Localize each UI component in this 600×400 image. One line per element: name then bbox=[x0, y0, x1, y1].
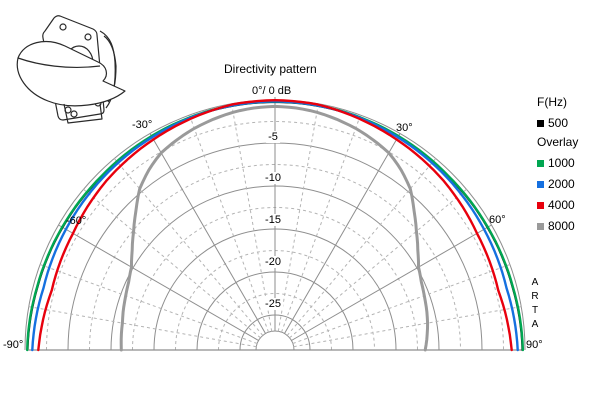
legend-item-500: 500 bbox=[537, 116, 568, 130]
apex-angle-label: 0°/ 0 dB bbox=[252, 85, 292, 97]
legend-item-2000: 2000 bbox=[537, 177, 575, 191]
db-label-15: -15 bbox=[263, 214, 283, 226]
db-label-10: -10 bbox=[263, 172, 283, 184]
watermark-letter: R bbox=[531, 291, 539, 302]
legend-item-1000: 1000 bbox=[537, 156, 575, 170]
angle-label-m90: -90° bbox=[3, 339, 24, 351]
watermark-letter: A bbox=[531, 277, 539, 288]
legend-label-8000: 8000 bbox=[548, 219, 575, 233]
arta-watermark: A R T A bbox=[528, 276, 542, 332]
legend-swatch-2000 bbox=[537, 180, 544, 188]
speaker-illustration bbox=[16, 15, 126, 124]
legend-label-4000: 4000 bbox=[548, 198, 575, 212]
db-label-5: -5 bbox=[266, 131, 280, 143]
angle-label-p90: 90° bbox=[526, 339, 543, 351]
angle-label-p30: 30° bbox=[396, 122, 413, 134]
angle-label-m30: -30° bbox=[132, 119, 153, 131]
legend-swatch-500 bbox=[537, 119, 544, 127]
angle-label-p60: 60° bbox=[489, 214, 506, 226]
legend-item-8000: 8000 bbox=[537, 219, 575, 233]
legend-overlay-header: Overlay bbox=[537, 135, 579, 149]
legend-label-500: 500 bbox=[548, 116, 569, 130]
legend-swatch-1000 bbox=[537, 159, 544, 167]
angle-label-m60: -60° bbox=[66, 215, 87, 227]
legend-label-1000: 1000 bbox=[548, 156, 575, 170]
chart-title: Directivity pattern bbox=[224, 62, 317, 76]
legend-label-2000: 2000 bbox=[548, 177, 575, 191]
db-label-20: -20 bbox=[263, 256, 283, 268]
watermark-letter: T bbox=[531, 305, 539, 316]
legend-swatch-8000 bbox=[537, 222, 544, 230]
legend-frequency-header: F(Hz) bbox=[537, 95, 567, 109]
watermark-letter: A bbox=[531, 319, 539, 330]
legend-item-4000: 4000 bbox=[537, 198, 575, 212]
legend-swatch-4000 bbox=[537, 201, 544, 209]
db-label-25: -25 bbox=[263, 298, 283, 310]
